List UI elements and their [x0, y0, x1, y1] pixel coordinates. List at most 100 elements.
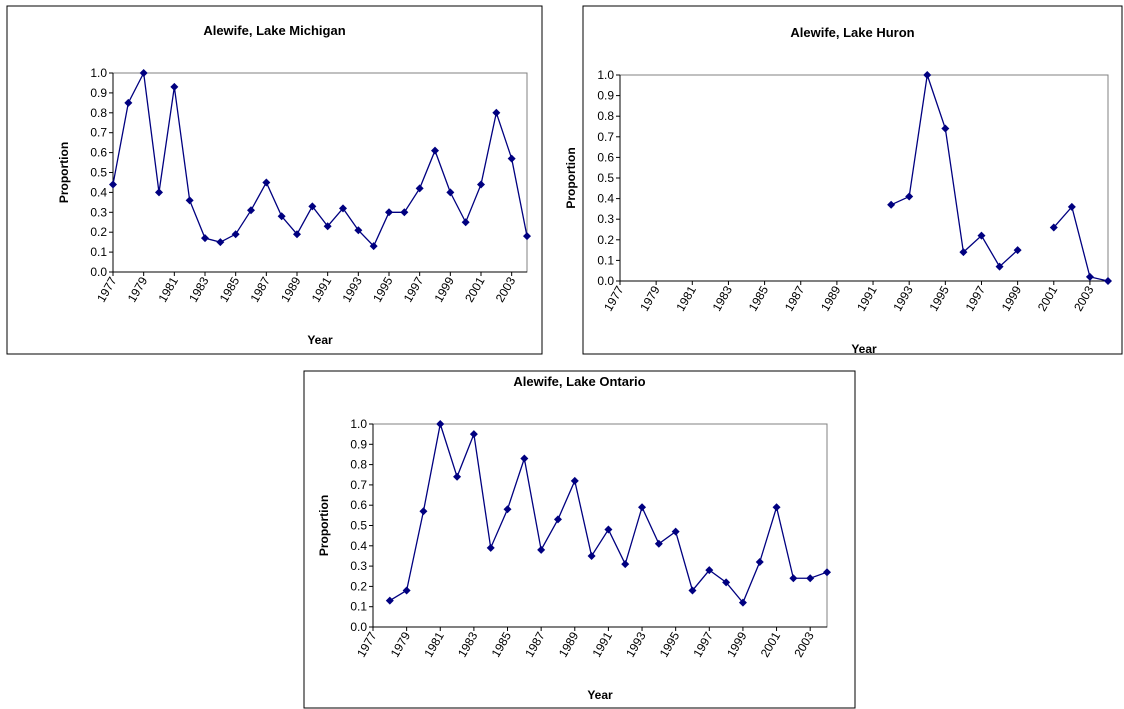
y-tick-label: 0.6	[90, 146, 107, 160]
y-tick-label: 0.5	[350, 519, 367, 533]
data-point	[688, 586, 697, 595]
data-point	[109, 180, 117, 189]
data-point	[469, 430, 478, 439]
chart: Alewife, Lake Michigan 0.0 0.1 0.2 0.3 0.4 0.5…	[6, 5, 543, 355]
y-tick-label: 0.2	[350, 579, 367, 593]
data-point	[503, 505, 512, 514]
data-point	[523, 232, 531, 241]
data-point	[323, 222, 332, 231]
data-point	[139, 69, 148, 77]
y-tick-label: 0.9	[90, 86, 107, 100]
data-point	[124, 98, 133, 107]
data-point	[705, 566, 714, 575]
data-point	[1067, 202, 1076, 211]
data-point	[570, 476, 579, 485]
y-tick-label: 1.0	[350, 417, 367, 431]
data-point	[170, 82, 179, 91]
chart-title: Alewife, Lake Ontario	[513, 374, 645, 389]
y-tick-label: 0.3	[350, 559, 367, 573]
data-point	[923, 71, 932, 79]
data-point	[1085, 272, 1094, 281]
y-tick-label: 0.8	[90, 106, 107, 120]
data-point	[369, 242, 378, 251]
y-tick-label: 0.7	[597, 130, 614, 144]
data-point	[654, 539, 663, 548]
data-point	[185, 196, 194, 205]
y-tick-label: 1.0	[597, 68, 614, 82]
data-point	[492, 108, 501, 117]
data-point	[905, 192, 914, 201]
data-point	[402, 586, 411, 595]
data-point	[977, 231, 986, 240]
data-point	[277, 212, 286, 221]
data-point	[1013, 246, 1022, 255]
data-point	[308, 202, 317, 211]
data-point	[671, 527, 680, 536]
y-axis-label: Proportion	[564, 147, 578, 208]
chart: Alewife, Lake Ontario 0.0 0.1 0.2 0.3 0.4 0.5 0…	[303, 370, 856, 709]
data-point	[262, 178, 271, 187]
data-point	[621, 560, 630, 569]
series-line	[112, 70, 528, 248]
data-point	[385, 208, 393, 217]
data-point	[537, 545, 546, 554]
y-tick-label: 0.4	[350, 539, 367, 553]
data-point	[959, 248, 968, 257]
data-point	[247, 206, 255, 215]
data-point	[738, 598, 747, 607]
series-line	[890, 74, 1109, 282]
chart: Alewife, Lake Huron 0.0 0.1 0.2 0.3 0.4 0.5 0.6…	[564, 5, 1123, 356]
chart-title: Alewife, Lake Huron	[790, 25, 914, 40]
data-point	[461, 218, 470, 227]
y-tick-label: 0.7	[350, 478, 367, 492]
data-point	[995, 262, 1004, 271]
data-point	[216, 238, 225, 247]
y-axis-label: Proportion	[317, 495, 331, 556]
y-tick-label: 0.6	[350, 498, 367, 512]
data-point	[155, 188, 163, 197]
y-tick-label: 0.2	[90, 225, 107, 239]
y-tick-label: 0.7	[90, 126, 107, 140]
data-point	[1104, 277, 1112, 285]
data-point	[477, 180, 485, 189]
y-tick-label: 0.0	[90, 265, 107, 279]
data-point	[806, 574, 815, 583]
data-point	[553, 515, 562, 524]
data-point	[520, 454, 529, 463]
y-tick-label: 0.9	[350, 437, 367, 451]
data-point	[772, 503, 781, 512]
data-point	[400, 208, 409, 217]
data-point	[604, 525, 613, 534]
data-point	[1049, 223, 1058, 232]
data-point	[941, 124, 950, 133]
data-point	[415, 184, 424, 193]
y-tick-label: 0.0	[350, 620, 367, 634]
data-point	[638, 503, 647, 512]
x-axis-label: Year	[587, 688, 613, 702]
data-point	[293, 230, 301, 239]
plot-area	[372, 423, 828, 628]
y-tick-label: 0.1	[90, 245, 107, 259]
data-point	[436, 420, 445, 428]
data-point	[446, 188, 455, 197]
data-point	[755, 558, 764, 567]
data-point	[419, 507, 428, 516]
data-point	[722, 578, 731, 587]
y-tick-label: 0.6	[597, 150, 614, 164]
y-tick-label: 1.0	[90, 66, 107, 80]
y-tick-label: 0.9	[597, 89, 614, 103]
data-point	[486, 543, 495, 552]
data-point	[587, 551, 596, 560]
y-axis-label: Proportion	[57, 142, 71, 203]
y-tick-label: 0.8	[350, 458, 367, 472]
x-axis-label: Year	[307, 333, 333, 347]
y-tick-label: 0.5	[597, 171, 614, 185]
data-point	[453, 472, 462, 481]
y-tick-label: 0.1	[597, 253, 614, 267]
chart-title: Alewife, Lake Michigan	[203, 23, 345, 38]
y-tick-label: 0.4	[597, 192, 614, 206]
y-tick-label: 0.0	[597, 274, 614, 288]
data-point	[339, 204, 347, 213]
y-tick-label: 0.5	[90, 166, 107, 180]
